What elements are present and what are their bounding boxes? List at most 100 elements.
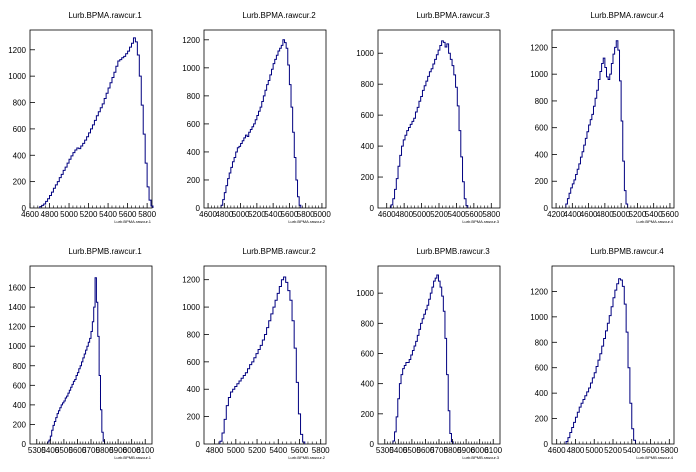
y-tick-label: 200 [13,178,27,187]
plot-frame [29,265,153,445]
x-tick-label: 4600 [548,446,566,455]
plot-frame [203,265,327,445]
x-tick-label: 5800 [660,446,678,455]
y-tick-label: 0 [370,204,375,213]
x-tick-label: 4800 [596,210,614,219]
x-tick-label: 5200 [248,446,266,455]
x-tick-label: 5800 [444,446,462,455]
x-tick-label: 5000 [232,210,250,219]
x-tick-label: 5400 [623,446,641,455]
x-tick-label: 5600 [465,210,483,219]
x-tick-label: 5200 [248,210,266,219]
x-tick-label: 5900 [457,446,475,455]
y-tick-label: 200 [535,177,549,186]
y-tick-label: 0 [544,204,549,213]
histogram-plot: 5300540055005600570058005900600061002004… [356,265,503,460]
histogram-plot: 4800 5000 5200 5400 5600 5800 200 400 600 800 1000… [182,265,330,460]
y-tick-label: 1200 [182,36,200,45]
histogram-title: Lurb.BPMB.rawcur.1 [46,245,164,259]
y-tick-label: 400 [361,380,375,389]
y-tick-label: 600 [535,124,549,133]
y-tick-label: 600 [361,349,375,358]
y-tick-label: 800 [535,338,549,347]
histogram-title: Lurb.BPMA.rawcur.2 [220,9,338,23]
x-axis-title: Lurb.BPMB.rawcur.4 [636,455,673,460]
x-tick-label: 5200 [430,210,448,219]
histogram-series-line [392,274,454,444]
y-tick-label: 800 [535,97,549,106]
x-tick-label: 4600 [580,210,598,219]
x-tick-label: 5400 [41,446,59,455]
plot-frame [551,265,675,445]
y-tick-label: 600 [535,364,549,373]
x-tick-label: 4800 [215,210,233,219]
plot-frame [29,29,153,209]
y-tick-label: 400 [361,142,375,151]
x-tick-label: 5400 [389,446,407,455]
x-tick-label: 6000 [123,446,141,455]
x-tick-label: 5000 [60,210,78,219]
x-tick-label: 5200 [604,446,622,455]
x-axis-title: Lurb.BPMB.rawcur.3 [462,455,499,460]
x-tick-label: 4800 [567,446,585,455]
y-tick-label: 200 [187,413,201,422]
y-tick-label: 1000 [530,70,548,79]
y-tick-label: 1000 [530,313,548,322]
x-tick-label: 5000 [413,210,431,219]
histogram-panel: 4200 4400 4600 4800 5000 5200 5400 5600 200 400 60… [522,0,696,236]
x-tick-label: 4600 [21,210,39,219]
x-tick-label: 4600 [199,210,217,219]
histogram-panel: 4600 4800 5000 5200 5400 5600 5800 6000 200 400 60… [174,0,348,236]
y-tick-label: 0 [22,440,27,449]
y-tick-label: 0 [196,204,201,213]
y-tick-label: 600 [361,111,375,120]
x-tick-label: 4800 [206,446,224,455]
histogram-plot: 4600 4800 5000 5200 5400 5600 5800 200 400 600 800… [356,29,501,224]
y-tick-label: 600 [13,125,27,134]
histogram-series-line [565,40,629,208]
x-tick-label: 5400 [269,446,287,455]
x-axis-title: Lurb.BPMB.rawcur.2 [288,455,325,460]
x-tick-label: 5600 [281,210,299,219]
histogram-panel: 4600 4800 5000 5200 5400 5600 5800 200 400 600 800… [0,0,174,236]
y-tick-label: 400 [13,401,27,410]
x-tick-label: 5800 [312,446,330,455]
y-tick-label: 200 [187,176,201,185]
histogram-series-line [390,40,469,208]
x-tick-label: 5600 [661,210,679,219]
x-tick-label: 6100 [136,446,154,455]
x-axis-title: Lurb.BPMB.rawcur.1 [114,455,151,460]
y-tick-label: 1200 [182,276,200,285]
x-tick-label: 5800 [96,446,114,455]
x-tick-label: 5700 [82,446,100,455]
y-tick-label: 800 [361,80,375,89]
histogram-panel: 5300 5400 5500 5600 5700 5800 5900 6000 6100 200 4… [0,236,174,472]
x-tick-label: 5700 [430,446,448,455]
x-tick-label: 5600 [417,446,435,455]
x-tick-label: 5000 [585,446,603,455]
x-axis-title: Lurb.BPMA.rawcur.4 [636,219,673,224]
histogram-title: Lurb.BPMA.rawcur.1 [46,9,164,23]
y-tick-label: 1400 [8,303,26,312]
histogram-title: Lurb.BPMB.rawcur.4 [568,245,686,259]
histogram-series-line [47,277,106,444]
y-tick-label: 1000 [182,64,200,73]
x-tick-label: 6000 [313,210,331,219]
x-axis-title: Lurb.BPMA.rawcur.1 [114,219,151,224]
x-tick-label: 5200 [80,210,98,219]
y-tick-label: 1200 [8,46,26,55]
histogram-title: Lurb.BPMB.rawcur.2 [220,245,338,259]
histogram-series-line [39,37,154,208]
x-tick-label: 5400 [448,210,466,219]
y-tick-label: 600 [187,120,201,129]
histogram-series-line [220,39,302,208]
x-tick-label: 5000 [227,446,245,455]
y-tick-label: 1000 [182,303,200,312]
y-tick-label: 400 [187,385,201,394]
x-tick-label: 6100 [484,446,502,455]
plot-frame [203,29,327,209]
x-tick-label: 5400 [99,210,117,219]
histogram-title: Lurb.BPMB.rawcur.3 [394,245,512,259]
